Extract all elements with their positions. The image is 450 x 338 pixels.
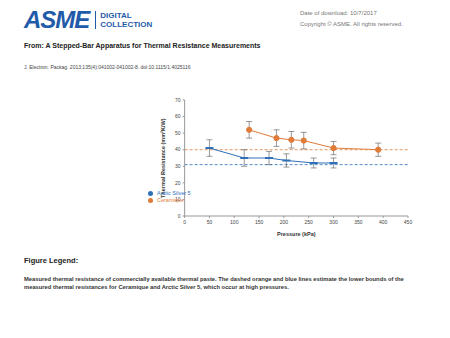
svg-text:30: 30 xyxy=(175,163,181,169)
svg-text:50: 50 xyxy=(207,219,213,225)
svg-text:Thermal Resistance (mm²K/W): Thermal Resistance (mm²K/W) xyxy=(160,118,166,198)
svg-text:0: 0 xyxy=(183,219,186,225)
svg-text:150: 150 xyxy=(255,219,264,225)
svg-text:100: 100 xyxy=(230,219,239,225)
svg-text:200: 200 xyxy=(280,219,289,225)
svg-text:60: 60 xyxy=(175,113,181,119)
svg-text:300: 300 xyxy=(329,219,338,225)
svg-text:50: 50 xyxy=(175,130,181,136)
svg-text:Pressure (kPa): Pressure (kPa) xyxy=(277,231,316,237)
svg-text:70: 70 xyxy=(175,97,181,103)
svg-text:400: 400 xyxy=(379,219,388,225)
svg-text:450: 450 xyxy=(404,219,413,225)
svg-text:350: 350 xyxy=(354,219,363,225)
svg-text:20: 20 xyxy=(175,180,181,186)
svg-text:10: 10 xyxy=(175,196,181,202)
svg-text:40: 40 xyxy=(175,146,181,152)
svg-text:250: 250 xyxy=(305,219,314,225)
svg-text:0: 0 xyxy=(178,213,181,219)
